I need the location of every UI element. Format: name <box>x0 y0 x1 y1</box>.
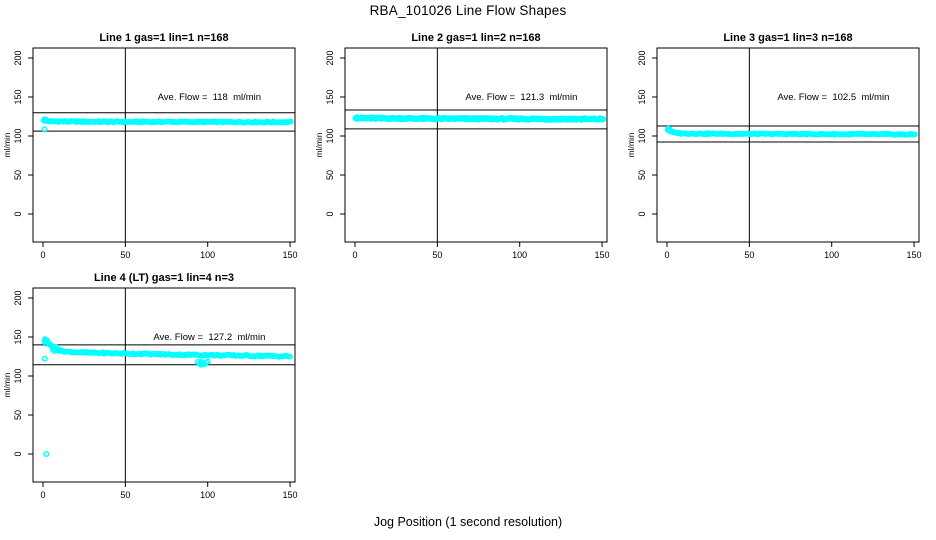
plot-box <box>32 47 296 243</box>
y-axis-title: ml/min <box>2 372 12 397</box>
y-tick-label: 50 <box>13 170 23 180</box>
x-tick-label: 150 <box>595 250 610 260</box>
x-tick-label: 0 <box>40 250 45 260</box>
panel-line-2: Line 2 gas=1 lin=2 n=168 0 50 100 150 0 50 100 1… <box>312 25 624 265</box>
x-tick-label: 100 <box>200 490 215 500</box>
data-point <box>599 115 607 123</box>
y-tick-label: 50 <box>13 410 23 420</box>
plot-box <box>344 47 608 243</box>
y-tick-label: 100 <box>13 368 23 383</box>
x-tick-label: 50 <box>744 250 754 260</box>
data-point <box>287 353 293 360</box>
y-axis-title: ml/min <box>2 132 12 157</box>
ave-flow-annotation: Ave. Flow = 127.2 ml/min <box>153 332 265 343</box>
main-title: RBA_101026 Line Flow Shapes <box>369 3 567 18</box>
ave-flow-annotation: Ave. Flow = 102.5 ml/min <box>777 92 889 103</box>
panel-line-2-svg: Line 2 gas=1 lin=2 n=168 0 50 100 150 0 50 100 1… <box>314 32 610 260</box>
outlier-point <box>41 117 48 124</box>
panel-line-1: Line 1 gas=1 lin=1 n=168 0 50 100 150 0 50 100 1… <box>0 25 312 265</box>
x-tick-label: 0 <box>40 490 45 500</box>
outlier-point <box>42 336 49 343</box>
panel-title: Line 2 gas=1 lin=2 n=168 <box>411 32 540 44</box>
panel-line-3-svg: Line 3 gas=1 lin=3 n=168 0 50 100 150 0 50 100 1… <box>626 32 922 260</box>
panel-title: Line 1 gas=1 lin=1 n=168 <box>99 32 228 44</box>
scatter-points <box>664 125 918 138</box>
panel-line-3: Line 3 gas=1 lin=3 n=168 0 50 100 150 0 50 100 1… <box>624 25 936 265</box>
y-tick-label: 100 <box>13 128 23 143</box>
y-tick-label: 50 <box>325 170 335 180</box>
x-tick-label: 0 <box>664 250 669 260</box>
outlier-point <box>666 126 673 133</box>
y-axis-title: ml/min <box>626 132 636 157</box>
data-point <box>287 118 294 125</box>
x-axis-label: Jog Position (1 second resolution) <box>373 515 563 529</box>
x-tick-label: 100 <box>200 250 215 260</box>
y-axis-title: ml/min <box>314 132 324 157</box>
outlier-point <box>58 347 65 354</box>
y-tick-label: 200 <box>325 50 335 65</box>
x-tick-label: 50 <box>120 490 130 500</box>
scatter-points <box>41 336 293 457</box>
y-tick-label: 200 <box>13 50 23 65</box>
y-tick-label: 150 <box>13 329 23 344</box>
panel-line-4: Line 4 (LT) gas=1 lin=4 n=3 0 50 100 150 0 50 1… <box>0 265 312 505</box>
outlier-point <box>41 355 48 362</box>
y-tick-label: 50 <box>637 170 647 180</box>
y-tick-label: 150 <box>637 89 647 104</box>
y-tick-label: 150 <box>325 89 335 104</box>
scatter-points <box>40 116 294 133</box>
y-tick-label: 200 <box>637 50 647 65</box>
plot-box <box>656 47 920 243</box>
outlier-point <box>354 114 361 121</box>
outlier-point <box>204 358 211 365</box>
scatter-points <box>352 114 607 123</box>
outlier-point <box>41 126 48 133</box>
y-tick-label: 0 <box>325 211 335 216</box>
outlier-point <box>54 346 61 353</box>
x-tick-label: 100 <box>512 250 527 260</box>
ave-flow-annotation: Ave. Flow = 121.3 ml/min <box>465 92 577 103</box>
x-tick-label: 0 <box>352 250 357 260</box>
y-tick-label: 100 <box>325 128 335 143</box>
x-tick-label: 150 <box>283 250 298 260</box>
y-tick-label: 100 <box>637 128 647 143</box>
panel-line-1-svg: Line 1 gas=1 lin=1 n=168 0 50 100 150 0 50 100 1… <box>2 32 298 260</box>
x-tick-label: 50 <box>120 250 130 260</box>
x-tick-label: 150 <box>283 490 298 500</box>
y-tick-label: 0 <box>637 211 647 216</box>
y-tick-label: 150 <box>13 89 23 104</box>
data-point <box>911 131 918 138</box>
y-tick-label: 200 <box>13 290 23 305</box>
ave-flow-annotation: Ave. Flow = 118 ml/min <box>158 92 261 103</box>
x-tick-label: 150 <box>907 250 922 260</box>
panel-line-4-svg: Line 4 (LT) gas=1 lin=4 n=3 0 50 100 150 0 50 1… <box>2 272 298 500</box>
panel-title: Line 3 gas=1 lin=3 n=168 <box>723 32 852 44</box>
plot-box <box>32 287 296 483</box>
x-tick-label: 50 <box>432 250 442 260</box>
x-tick-label: 100 <box>824 250 839 260</box>
y-tick-label: 0 <box>13 451 23 456</box>
y-tick-label: 0 <box>13 211 23 216</box>
outlier-point <box>43 450 50 457</box>
panel-title: Line 4 (LT) gas=1 lin=4 n=3 <box>94 272 234 284</box>
